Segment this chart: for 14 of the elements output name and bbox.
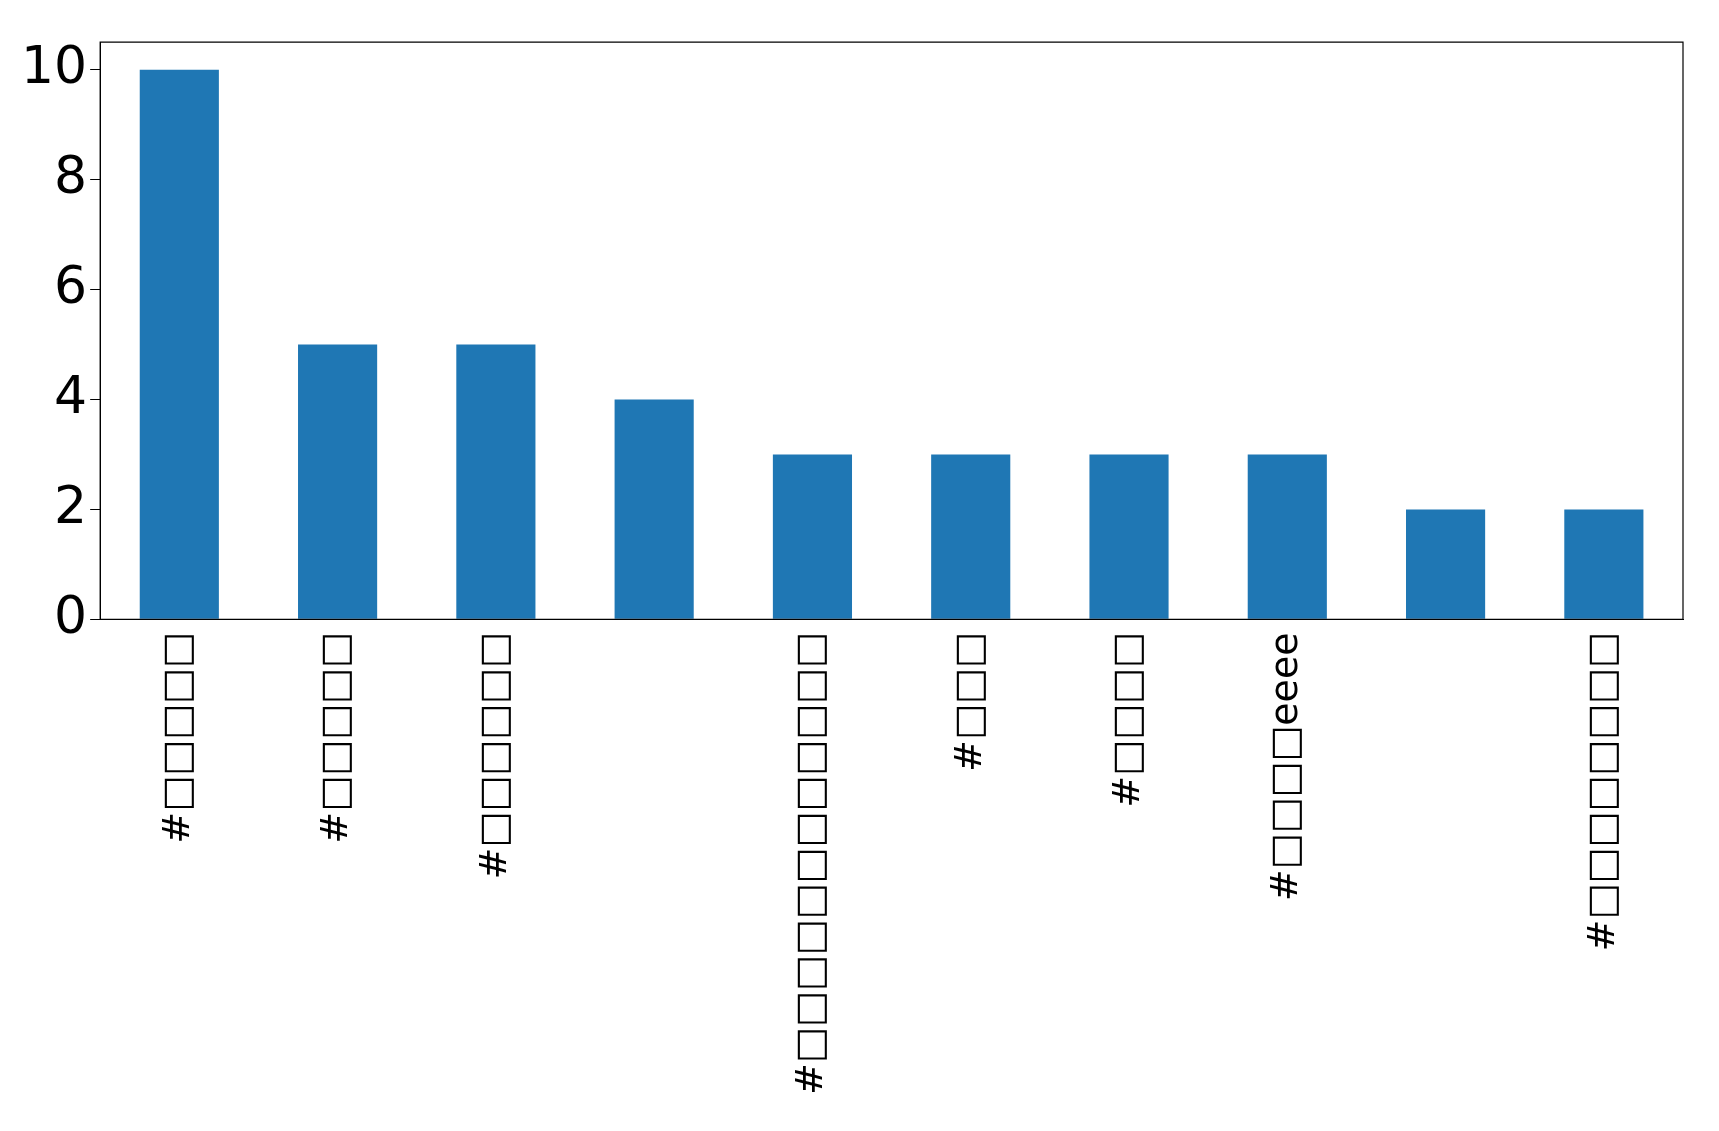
y-tick-label: 4 [54,364,88,425]
x-tick-label: #□□□□□ [154,632,199,844]
y-tick-label: 6 [54,255,88,316]
x-tick-label: #□□□□□□□□ [1578,632,1623,952]
x-tick-label: #□□□□eeee [1262,632,1307,902]
y-tick-label: 10 [21,35,88,96]
x-tick-label: #□□□□ [1103,632,1148,808]
x-tick-label: #□□□ [945,632,990,772]
x-tick-label: #□□□□□ [312,632,357,844]
y-tick-label: 8 [54,145,88,206]
x-tick-label: #□□□□□□ [470,632,515,880]
x-tick-label: #□□□□□□□□□□□□ [787,632,832,1096]
y-tick-label: 0 [54,584,88,645]
y-tick-label: 2 [54,474,88,535]
